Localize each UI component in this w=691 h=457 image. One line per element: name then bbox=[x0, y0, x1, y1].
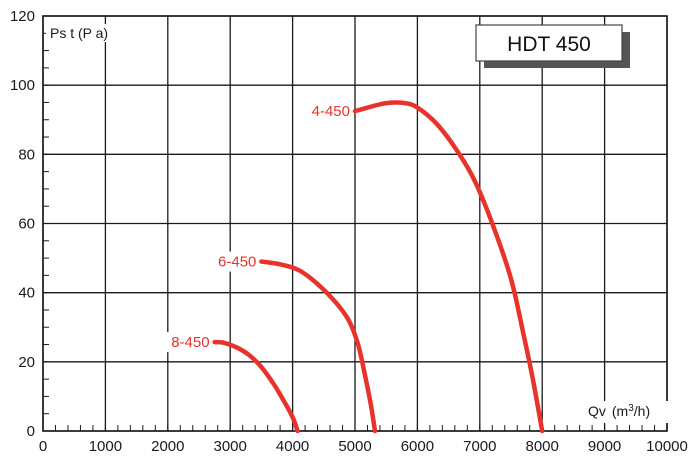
y-tick-label-0: 0 bbox=[27, 423, 35, 440]
curve-label-background-8-450 bbox=[159, 332, 210, 353]
curve-label-6-450: 6-450 bbox=[218, 254, 256, 271]
x-axis-label-prefix: Qv bbox=[588, 403, 606, 419]
chart-title: HDT 450 bbox=[507, 33, 591, 56]
curve-label-background-4-450 bbox=[300, 101, 350, 122]
ylabel-background bbox=[46, 24, 114, 42]
plot-frame bbox=[42, 15, 668, 432]
x-tick-label-5: 5000 bbox=[338, 438, 371, 455]
x-tick-label-0: 0 bbox=[39, 438, 47, 455]
x-tick-labels: 0 1000 2000 3000 4000 5000 6000 7000 8000 9000 100… bbox=[39, 438, 688, 455]
y-tick-label-2: 40 bbox=[18, 285, 35, 302]
y-tick-labels: 0 20 40 60 80 100 120 bbox=[10, 8, 35, 440]
x-tick-label-9: 9000 bbox=[588, 438, 621, 455]
xlabel-background bbox=[584, 401, 670, 423]
x-tick-label-1: 1000 bbox=[89, 438, 122, 455]
plot-area-border bbox=[42, 15, 668, 432]
curve-6-450 bbox=[259, 259, 378, 434]
title-box-frame bbox=[475, 24, 623, 62]
x-tick-label-2: 2000 bbox=[151, 438, 184, 455]
x-axis-label: Qv (m3/h) bbox=[588, 403, 650, 420]
grid-lines bbox=[42, 15, 668, 432]
x-tick-label-6: 6000 bbox=[401, 438, 434, 455]
curve-4-450 bbox=[352, 100, 545, 434]
x-tick-label-7: 7000 bbox=[463, 438, 496, 455]
x-tick-label-4: 4000 bbox=[276, 438, 309, 455]
y-tick-label-5: 100 bbox=[10, 77, 35, 94]
performance-curves bbox=[212, 100, 545, 434]
y-tick-label-1: 20 bbox=[18, 354, 35, 371]
y-tick-label-3: 60 bbox=[18, 216, 35, 233]
curve-label-8-450: 8-450 bbox=[171, 334, 209, 351]
curve-label-background-6-450 bbox=[206, 251, 257, 272]
y-tick-label-4: 80 bbox=[18, 146, 35, 163]
x-tick-label-10: 10000 bbox=[646, 438, 688, 455]
curve-8-450 bbox=[212, 339, 300, 434]
curve-labels: 4-450 6-450 8-450 bbox=[159, 101, 350, 353]
x-axis-label-unit: (m3/h) bbox=[612, 403, 650, 420]
x-tick-label-8: 8000 bbox=[526, 438, 559, 455]
x-tick-label-3: 3000 bbox=[214, 438, 247, 455]
minor-ticks bbox=[42, 15, 668, 432]
y-tick-label-6: 120 bbox=[10, 8, 35, 25]
y-axis-label: Ps t (P a) bbox=[50, 25, 108, 41]
title-box: HDT 450 bbox=[475, 24, 630, 68]
curve-label-4-450: 4-450 bbox=[312, 103, 350, 120]
